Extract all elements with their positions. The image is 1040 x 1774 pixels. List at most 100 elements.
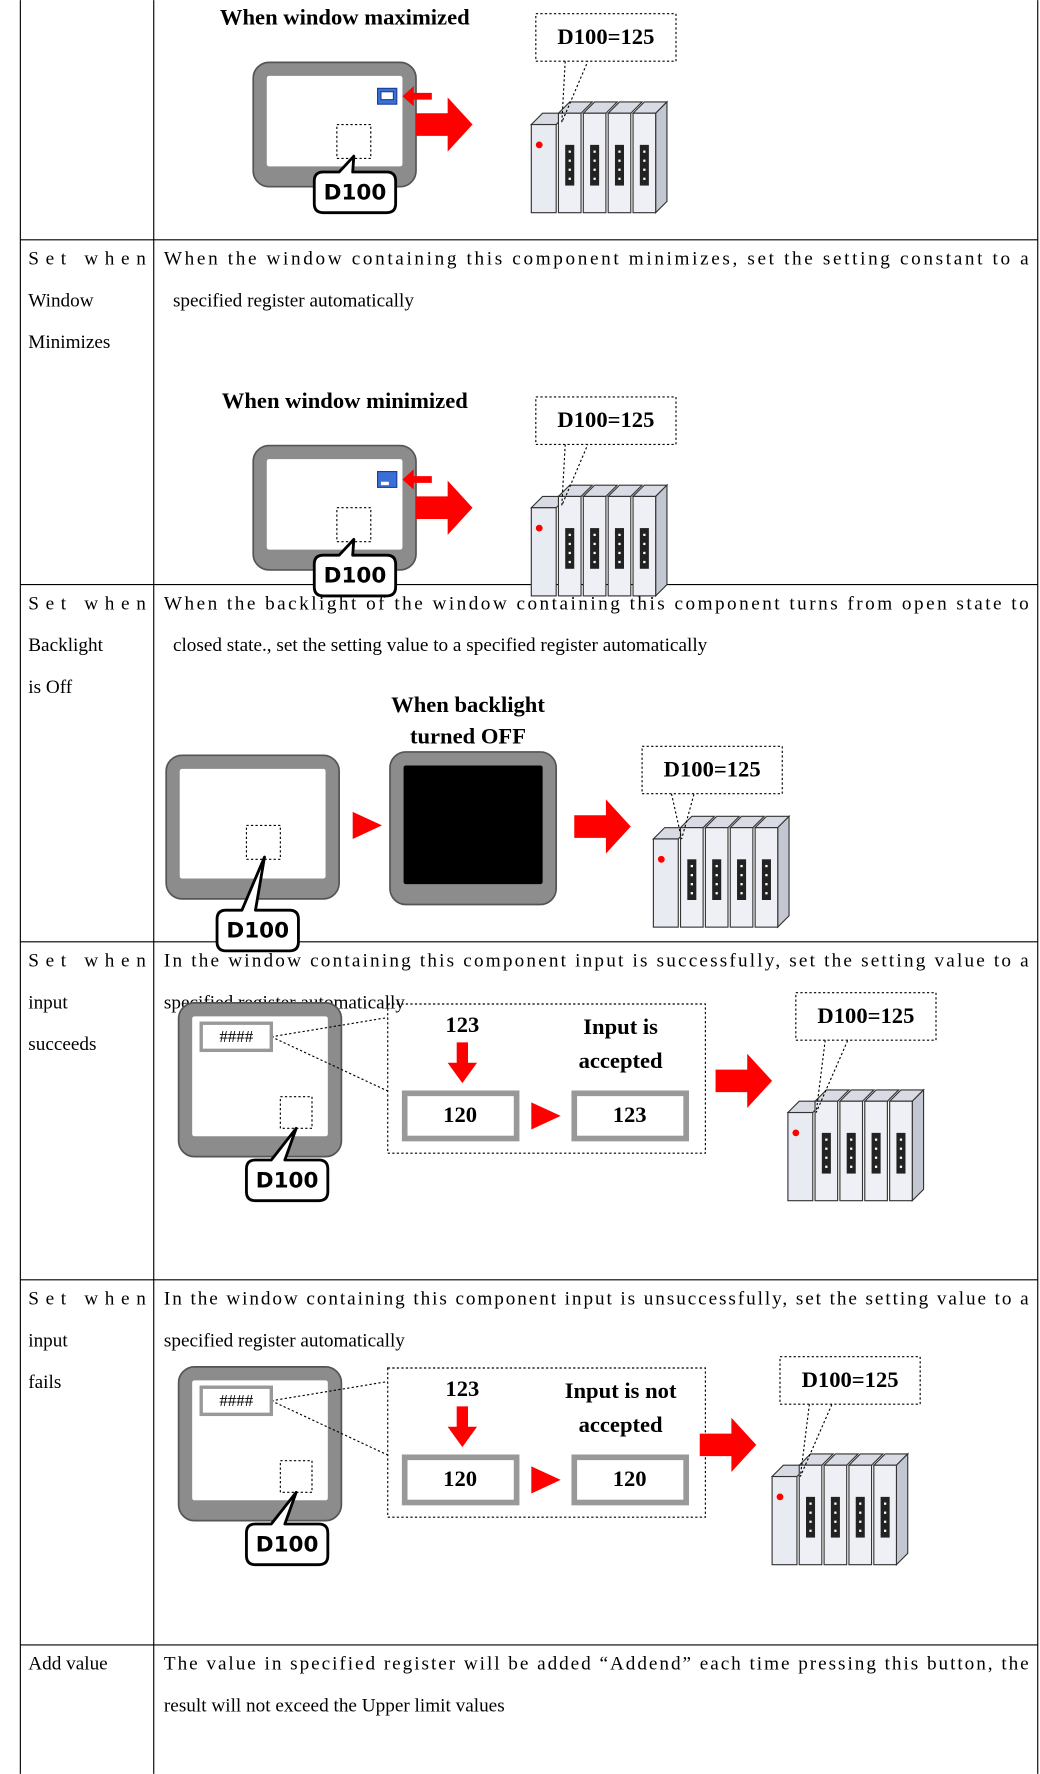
plc-callout (670, 793, 695, 840)
plc-pin (568, 159, 571, 162)
plc-pin (568, 551, 571, 555)
plc-pin (834, 1511, 837, 1514)
register-label: D100 (256, 1168, 319, 1193)
plc-pin (690, 892, 693, 895)
plc-terminal (639, 528, 649, 569)
register-label: D100 (226, 919, 289, 944)
plc-terminal (896, 1132, 906, 1174)
plc-pin (618, 551, 621, 555)
leader-line (271, 1381, 388, 1402)
plc-pin (643, 533, 646, 536)
plc-pin (899, 1138, 903, 1141)
plc-pin (643, 560, 646, 564)
plc-pin (859, 1502, 862, 1505)
plc-pin (809, 1511, 812, 1514)
row-label: Backlight (28, 635, 103, 656)
plc-pin (884, 1529, 887, 1532)
plc-pin (884, 1520, 887, 1523)
pointer-arrow (402, 469, 432, 490)
plc-pin (618, 177, 621, 180)
plc-pin (740, 892, 743, 895)
plc-pin (643, 542, 646, 546)
input-status: accepted (579, 1048, 663, 1073)
plc-callout (641, 745, 783, 795)
plc-led (657, 855, 665, 863)
register-label: D100 (324, 180, 387, 205)
register-callout (312, 537, 398, 598)
plc-pin (618, 150, 621, 153)
plc-side (655, 100, 668, 215)
plc-power (787, 1111, 814, 1202)
plc-pin (874, 1165, 878, 1168)
row-label: Window (28, 290, 93, 311)
plc-callout (535, 396, 677, 445)
plc-terminal (855, 1496, 865, 1538)
input-arrow (447, 1406, 478, 1448)
plc-pin (850, 1147, 853, 1150)
plc-pin (593, 159, 596, 162)
plc-pin (690, 874, 693, 877)
row-description: In the window containing this component … (164, 951, 1029, 972)
input-field-text: #### (219, 1027, 253, 1046)
row-label: succeeds (28, 1034, 96, 1055)
row-description: The value in specified register will be … (164, 1654, 1029, 1675)
plc-terminal (639, 144, 649, 186)
plc-terminal (712, 859, 722, 900)
plc-pin (874, 1147, 878, 1150)
plc-led (535, 141, 543, 149)
value-box (571, 1454, 689, 1506)
plc-pin (809, 1502, 812, 1505)
plc-value: D100=125 (557, 24, 654, 49)
plc-pin (874, 1138, 878, 1141)
plc-pin (859, 1520, 862, 1523)
plc-pin (593, 150, 596, 153)
plc-pin (884, 1502, 887, 1505)
plc-value: D100=125 (664, 756, 761, 781)
component-box (245, 824, 281, 860)
plc-pin (825, 1165, 828, 1168)
diagram-caption: When backlight (391, 692, 545, 717)
plc-pin (740, 883, 743, 886)
plc-pin (809, 1520, 812, 1523)
typed-value: 123 (445, 1012, 479, 1037)
plc-terminal (830, 1496, 840, 1538)
input-field (199, 1021, 273, 1053)
plc-callout (799, 1403, 833, 1477)
flow-arrow (715, 1053, 773, 1108)
plc-pin (884, 1511, 887, 1514)
plc-pin (593, 168, 596, 171)
plc-pin (850, 1138, 853, 1141)
plc-pin (899, 1156, 903, 1159)
plc-callout (561, 60, 589, 123)
row-label: Set when (28, 951, 146, 972)
plc-pin (568, 542, 571, 546)
hmi-display (179, 768, 326, 879)
plc-callout (795, 992, 937, 1041)
plc-pin (593, 177, 596, 180)
plc-pin (618, 159, 621, 162)
row-label: Set when (28, 1289, 146, 1310)
zoom-box (387, 1003, 706, 1154)
plc-pin (825, 1138, 828, 1141)
plc-pin (618, 560, 621, 564)
plc-pin (568, 150, 571, 153)
plc-led (792, 1129, 800, 1137)
plc-value: D100=125 (557, 407, 654, 432)
plc-pin (643, 168, 646, 171)
row-description: closed state., set the setting value to … (173, 635, 708, 656)
plc-terminal (565, 528, 575, 569)
window-button-icon (380, 481, 389, 486)
input-arrow (447, 1042, 478, 1084)
plc-terminal (846, 1132, 856, 1174)
plc-terminal (614, 144, 624, 186)
plc-pin (715, 892, 718, 895)
plc-pin (643, 551, 646, 555)
plc-pin (765, 864, 768, 868)
flow-arrow (531, 1466, 561, 1494)
leader-line (271, 1017, 388, 1038)
row-label: fails (28, 1372, 61, 1393)
plc-led (535, 524, 543, 532)
plc-pin (899, 1147, 903, 1150)
zoom-box (387, 1367, 706, 1518)
